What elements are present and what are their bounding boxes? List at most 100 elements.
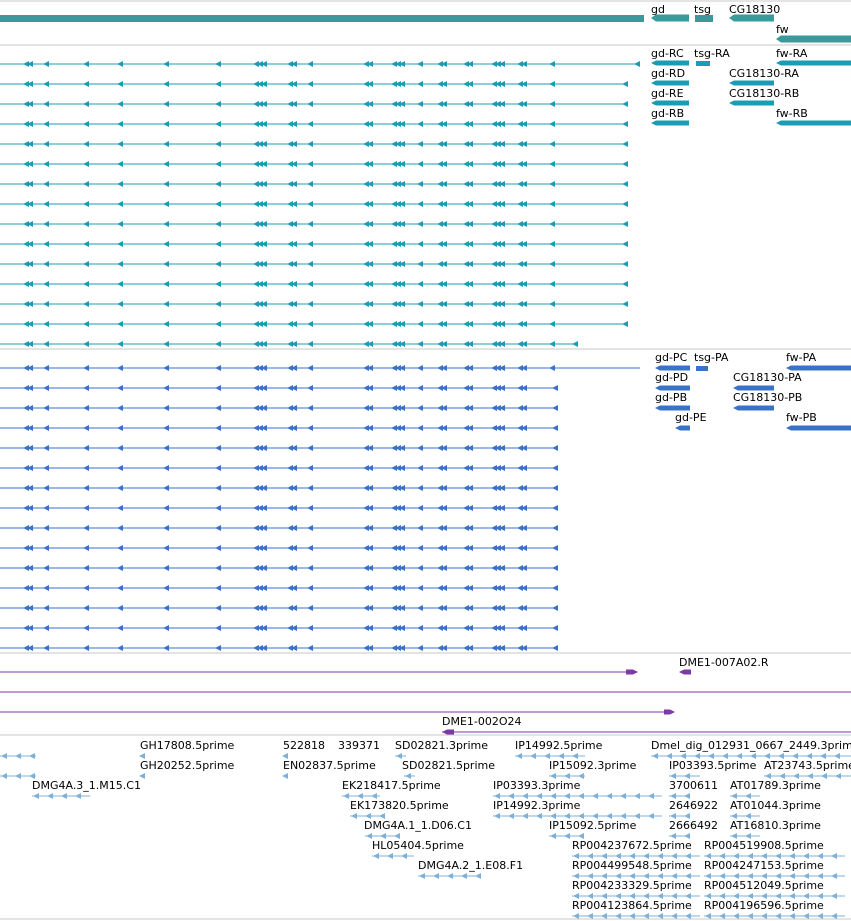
transcript-exon[interactable] — [367, 181, 373, 187]
est-rp004123864-block[interactable] — [643, 913, 649, 919]
protein-exon[interactable] — [287, 585, 293, 591]
protein-exon[interactable] — [367, 385, 373, 391]
transcript-exon[interactable] — [363, 121, 369, 127]
est-ip14992-5-block[interactable] — [530, 753, 536, 759]
feature-label-cg18130-pb[interactable]: CG18130-PB — [733, 391, 803, 404]
transcript-exon[interactable] — [491, 121, 497, 127]
transcript-exon[interactable] — [83, 321, 89, 327]
est-dmg4a2-block[interactable] — [447, 873, 453, 879]
transcript-exon[interactable] — [43, 61, 49, 67]
feature-label-fw-pb[interactable]: fw-PB — [786, 411, 817, 424]
protein-exon[interactable] — [23, 365, 29, 371]
transcript-end-exon[interactable] — [622, 161, 628, 167]
est-rp004499548-block[interactable] — [671, 873, 677, 879]
protein-end-exon[interactable] — [552, 605, 558, 611]
protein-exon[interactable] — [163, 645, 169, 651]
protein-end-exon[interactable] — [552, 385, 558, 391]
transcript-exon[interactable] — [163, 181, 169, 187]
protein-exon[interactable] — [391, 425, 397, 431]
transcript-exon[interactable] — [391, 181, 397, 187]
est-row1-block[interactable] — [1, 753, 7, 759]
protein-exon[interactable] — [257, 585, 263, 591]
est-rp004247153-block[interactable] — [803, 873, 809, 879]
est-ip14992-5-block[interactable] — [516, 753, 522, 759]
protein-exon[interactable] — [441, 645, 447, 651]
est-hl05404-block[interactable] — [401, 853, 407, 859]
feature-label-cg18130-pa[interactable]: CG18130-PA — [733, 371, 802, 384]
est-dmel-dig-block[interactable] — [694, 753, 700, 759]
est-rp004123864-block[interactable] — [629, 913, 635, 919]
feature-label-ip14992-3[interactable]: IP14992.3prime — [493, 799, 581, 812]
transcript-end-exon[interactable] — [622, 81, 628, 87]
protein-exon[interactable] — [253, 625, 259, 631]
protein-exon[interactable] — [83, 385, 89, 391]
protein-exon[interactable] — [287, 525, 293, 531]
transcript-exon[interactable] — [495, 61, 501, 67]
protein-exon[interactable] — [253, 425, 259, 431]
protein-exon[interactable] — [521, 585, 527, 591]
protein-exon[interactable] — [391, 485, 397, 491]
transcript-exon[interactable] — [27, 181, 33, 187]
protein-exon[interactable] — [417, 565, 423, 571]
protein-exon[interactable] — [363, 605, 369, 611]
protein-exon[interactable] — [215, 405, 221, 411]
protein-end-exon[interactable] — [552, 505, 558, 511]
protein-exon[interactable] — [391, 545, 397, 551]
transcript-exon[interactable] — [215, 121, 221, 127]
transcript-end-exon[interactable] — [622, 101, 628, 107]
protein-exon[interactable] — [163, 365, 169, 371]
transcript-exon[interactable] — [491, 101, 497, 107]
est-rp004519908-block[interactable] — [747, 853, 753, 859]
protein-exon[interactable] — [287, 465, 293, 471]
est-ip14992-3-block[interactable] — [550, 813, 556, 819]
transcript-exon[interactable] — [291, 81, 297, 87]
protein-exon[interactable] — [27, 585, 33, 591]
est-rp004196596-block[interactable] — [789, 913, 795, 919]
transcript-end-exon[interactable] — [622, 241, 628, 247]
protein-exon[interactable] — [291, 625, 297, 631]
transcript-end-exon[interactable] — [572, 341, 578, 347]
protein-exon[interactable] — [495, 625, 501, 631]
est-dmel-dig-block[interactable] — [806, 753, 812, 759]
transcript-exon[interactable] — [491, 341, 497, 347]
transcript-exon[interactable] — [499, 241, 505, 247]
protein-exon[interactable] — [395, 385, 401, 391]
transcript-exon[interactable] — [257, 201, 263, 207]
transcript-exon[interactable] — [391, 101, 397, 107]
protein-exon[interactable] — [441, 405, 447, 411]
protein-exon[interactable] — [27, 525, 33, 531]
protein-fw-pb[interactable] — [786, 425, 851, 431]
transcript-exon[interactable] — [437, 81, 443, 87]
est-rp004196596-block[interactable] — [747, 913, 753, 919]
transcript-exon[interactable] — [391, 161, 397, 167]
protein-exon[interactable] — [391, 365, 397, 371]
protein-exon[interactable] — [291, 405, 297, 411]
protein-exon[interactable] — [441, 425, 447, 431]
protein-exon[interactable] — [261, 545, 267, 551]
protein-exon[interactable] — [367, 425, 373, 431]
transcript-exon[interactable] — [163, 141, 169, 147]
gene-gd-right[interactable] — [651, 14, 689, 22]
est-rp004499548-block[interactable] — [685, 873, 691, 879]
transcript-exon[interactable] — [517, 141, 523, 147]
transcript-exon[interactable] — [215, 101, 221, 107]
protein-exon[interactable] — [291, 605, 297, 611]
protein-exon[interactable] — [467, 365, 473, 371]
gene-cg18130-bar[interactable] — [729, 14, 774, 22]
feature-label-ip15092-5[interactable]: IP15092.5prime — [549, 819, 637, 832]
est-ip14992-3-block[interactable] — [536, 813, 542, 819]
transcript-gd-rc[interactable] — [651, 60, 689, 66]
protein-exon[interactable] — [307, 365, 313, 371]
protein-gd-pc[interactable] — [655, 365, 690, 371]
transcript-exon[interactable] — [517, 261, 523, 267]
protein-exon[interactable] — [307, 605, 313, 611]
transcript-exon[interactable] — [253, 241, 259, 247]
est-rp004233329-block[interactable] — [587, 893, 593, 899]
transcript-exon[interactable] — [499, 81, 505, 87]
protein-exon[interactable] — [517, 365, 523, 371]
feature-label-at23743[interactable]: AT23743.5prime — [764, 759, 851, 772]
est-gh17808[interactable] — [139, 753, 145, 759]
protein-exon[interactable] — [363, 445, 369, 451]
protein-gd-pe[interactable] — [675, 425, 690, 431]
protein-exon[interactable] — [367, 365, 373, 371]
